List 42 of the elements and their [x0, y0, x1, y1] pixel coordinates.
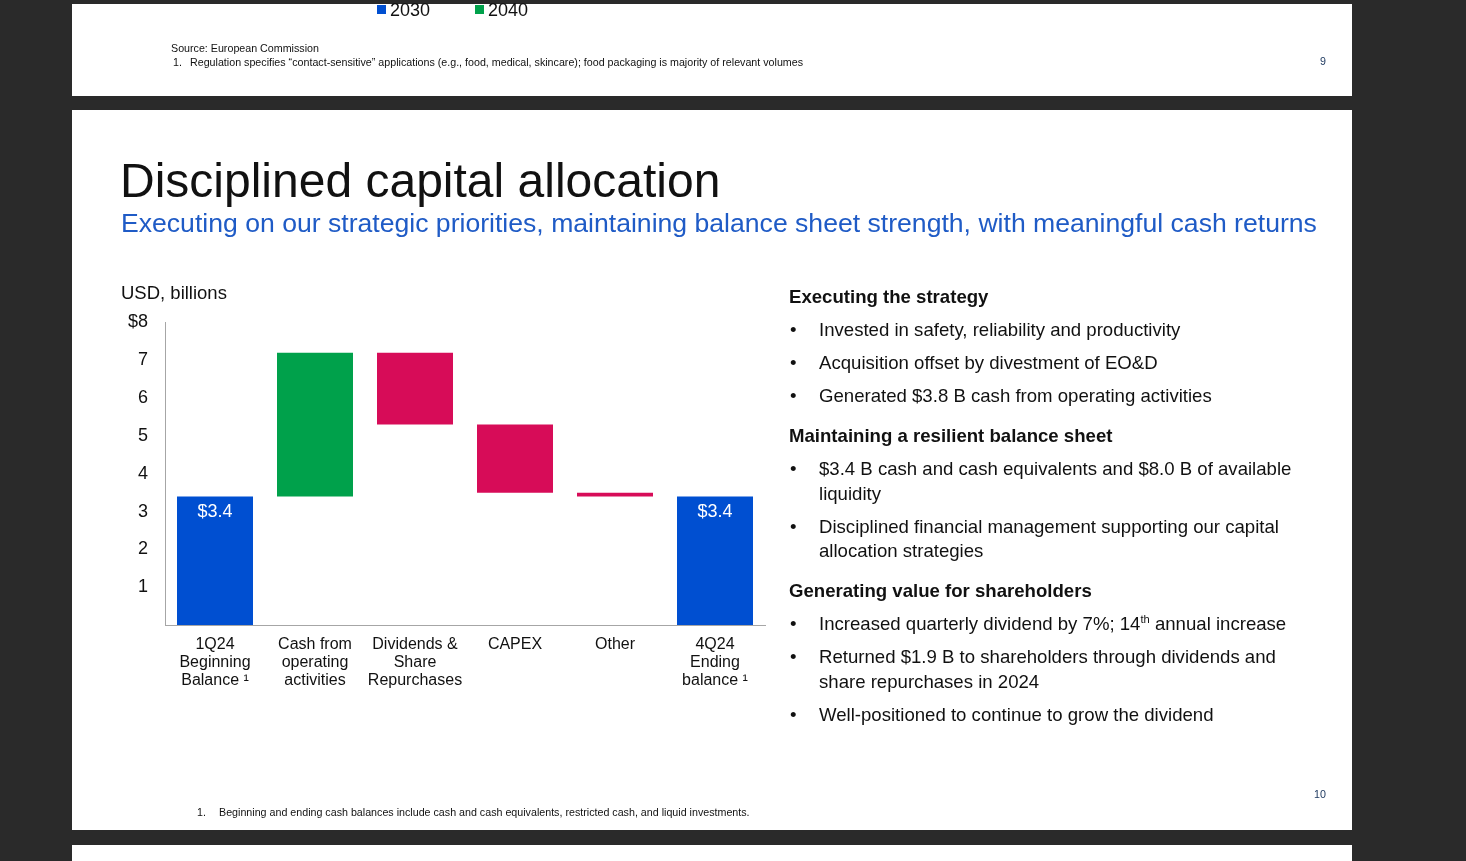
text: • Returned $1.9 B to shareholders through dividends and share repurchases in 2024 — [790, 646, 1276, 692]
x-tick-label: Other — [594, 634, 636, 652]
y-tick-label: 1 — [137, 576, 148, 597]
text: Executing the strategy — [789, 285, 990, 310]
y-tick-label: $8 — [127, 311, 148, 332]
x-tick-label: CAPEX — [487, 634, 543, 652]
chart-subtitle: Executing on our strategic priorities, maintaining balance sheet strength, with meaningful cash returns — [121, 207, 1317, 238]
text: • $3.4 B cash and cash equivalents and $8.0 B of available liquidity — [790, 458, 1292, 504]
y-tick-label: 3 — [137, 500, 148, 521]
bar — [477, 424, 553, 493]
data-label: $3.4 — [197, 501, 233, 522]
y-tick-label: 2 — [137, 538, 148, 559]
data-label: $3.4 — [697, 501, 733, 522]
text: Generating value for shareholders — [789, 579, 1093, 604]
bar — [177, 496, 253, 625]
text: 2030 — [390, 0, 431, 20]
bar — [277, 352, 353, 497]
text: 10 — [1314, 787, 1326, 800]
text: • Acquisition offset by divestment of EO&D — [790, 352, 1158, 374]
x-tick-label: Dividends & Share Repurchases — [367, 634, 463, 689]
text: Maintaining a resilient balance sheet — [789, 424, 1114, 449]
text: 9 — [1320, 54, 1326, 67]
text: • Disciplined financial management supporting our capital allocation strategies — [790, 515, 1279, 562]
x-tick-label: Cash from operating activities — [278, 634, 352, 689]
y-tick-label: 4 — [137, 462, 148, 483]
text: • Increased quarterly dividend by 7%; 14$^{th}$ annual increase — [790, 613, 1287, 635]
bar — [377, 352, 453, 425]
bar — [677, 496, 753, 625]
text: 2040 — [488, 0, 529, 20]
text: • Well-positioned to continue to grow the dividend — [790, 703, 1214, 725]
text: 1. Beginning and ending cash balances include cash and cash equivalents, restricted cash, and liquid investments. — [197, 805, 750, 818]
y-axis-title: USD, billions — [121, 281, 227, 303]
y-tick-label: 7 — [137, 349, 148, 370]
y-tick-label: 6 — [137, 387, 148, 408]
x-tick-label: 1Q24 Beginning Balance ¹ — [179, 634, 251, 689]
x-tick-label: 4Q24 Ending balance ¹ — [682, 634, 748, 689]
text: • Generated $3.8 B cash from operating activities — [790, 385, 1212, 407]
text: • Invested in safety, reliability and productivity — [790, 319, 1181, 341]
text: 1. Regulation specifies “contact-sensitive” applications (e.g., food, medical, skincare); food packaging is majority of relevant volumes — [173, 55, 804, 68]
chart-title: Disciplined capital allocation — [120, 154, 721, 207]
source-note: Source: European Commission — [171, 42, 319, 55]
y-tick-label: 5 — [137, 424, 148, 445]
